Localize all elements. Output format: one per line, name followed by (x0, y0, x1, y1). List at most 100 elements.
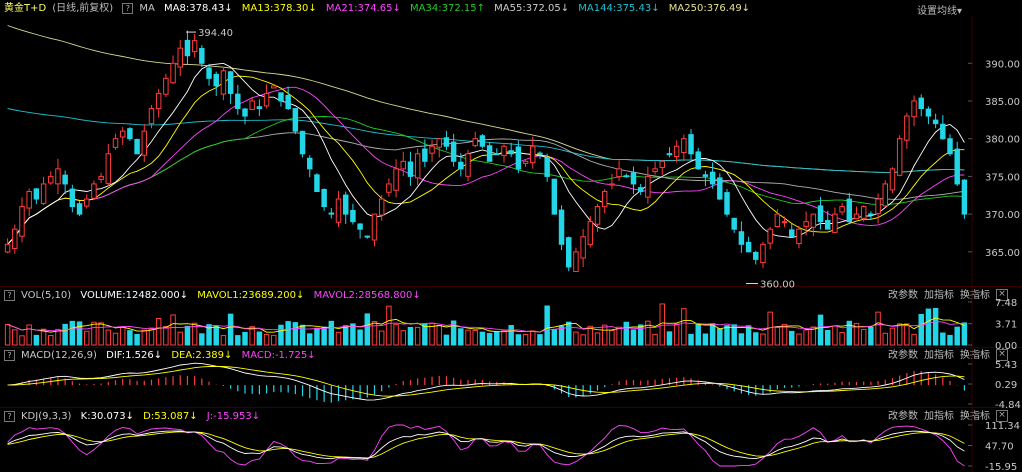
y-tick-label: 380.00 (985, 135, 1020, 146)
volume-bar (889, 327, 896, 346)
candle-body (177, 47, 183, 68)
add-indicator-link[interactable]: 加指标 (924, 350, 954, 361)
volume-bar (256, 331, 263, 346)
volume-bar (760, 333, 766, 346)
candle-body (551, 178, 558, 215)
macd-links: 改参数 加指标 换指标 × (882, 348, 1008, 364)
volume-bar (242, 331, 248, 346)
candle-body (717, 177, 723, 200)
volume-bar (314, 327, 320, 346)
candle-body (860, 206, 867, 219)
volume-bar (573, 331, 579, 346)
add-indicator-link[interactable]: 加指标 (924, 411, 954, 422)
candle-body (285, 94, 291, 110)
candle-body (738, 231, 745, 245)
change-params-link[interactable]: 改参数 (888, 411, 918, 422)
candle-body (515, 146, 522, 170)
volume-bar (199, 333, 205, 346)
symbol-label[interactable]: 黄金T+D (4, 3, 47, 14)
candle-body (342, 194, 349, 215)
volume-bar (76, 321, 83, 346)
candle-body (26, 190, 32, 209)
help-icon[interactable]: ? (122, 2, 134, 14)
period-label: (日线,前复权) (52, 3, 114, 14)
volume-bar (155, 318, 162, 346)
volume-bar (335, 331, 342, 346)
candle-body (789, 229, 795, 238)
volume-bar (824, 329, 831, 346)
candle-body (609, 183, 615, 186)
volume-bar (84, 330, 90, 346)
candle-body (637, 187, 644, 192)
vol-y-tick-label: 3.71 (995, 320, 1017, 331)
candle-body (170, 62, 176, 84)
candle-body (436, 138, 442, 148)
close-icon[interactable]: × (996, 349, 1008, 361)
candle-body (673, 145, 680, 157)
switch-indicator-link[interactable]: 换指标 (960, 290, 990, 301)
candle-body (889, 168, 896, 191)
switch-indicator-link[interactable]: 换指标 (960, 350, 990, 361)
volume-bar (494, 331, 500, 346)
kdj-name: KDJ(9,3,3) (21, 411, 72, 422)
candle-body (832, 213, 838, 233)
candle-body (652, 168, 658, 173)
volume-bar (271, 334, 277, 346)
candle-body (954, 148, 960, 185)
candle-body (486, 145, 493, 162)
candle-body (91, 183, 97, 199)
y-tick-label: 385.00 (985, 97, 1020, 108)
candle-body (731, 217, 737, 230)
candle-body (896, 138, 903, 176)
add-indicator-link[interactable]: 加指标 (924, 290, 954, 301)
help-icon[interactable]: ? (4, 410, 15, 422)
candle-body (479, 135, 486, 147)
volume-bar (587, 325, 594, 346)
help-icon[interactable]: ? (4, 349, 15, 361)
volume-bar (774, 327, 781, 346)
help-icon[interactable]: ? (4, 289, 15, 301)
candle-body (904, 115, 910, 141)
close-icon[interactable]: × (996, 289, 1008, 301)
volume-bar (40, 328, 47, 346)
candle-body (84, 198, 90, 207)
change-params-link[interactable]: 改参数 (888, 290, 918, 301)
volume-bar (594, 332, 601, 346)
macd-y-tick-label: 0.29 (995, 380, 1017, 391)
volume-bar (688, 333, 694, 346)
volume-bar (623, 321, 630, 346)
ma250-value: MA250:376.49↓ (668, 3, 751, 14)
candle-body (868, 213, 874, 216)
candle-body (781, 221, 788, 224)
volume-bar (609, 330, 615, 346)
volume-bar (443, 334, 450, 346)
candle-body (544, 157, 550, 177)
candle-body (134, 139, 140, 155)
volume-bar (91, 321, 97, 346)
volume-bar (860, 329, 867, 346)
ma13-value: MA13:378.30↓ (241, 3, 317, 14)
change-params-link[interactable]: 改参数 (888, 350, 918, 361)
volume-bar (853, 322, 860, 346)
candle-body (422, 148, 428, 162)
candle-body (127, 128, 133, 140)
switch-indicator-link[interactable]: 换指标 (960, 411, 990, 422)
settings-ma-button[interactable]: 设置均线▾ (916, 6, 962, 17)
candle-body (112, 138, 119, 148)
mavol2-value: MAVOL2:28568.800↓ (313, 290, 421, 301)
volume-bar (184, 325, 191, 346)
candle-body (601, 190, 608, 208)
kdj-header: ? KDJ(9,3,3) K:30.073↓ D:53.087↓ J:-15.95… (4, 409, 266, 425)
candle-body (314, 174, 320, 192)
close-icon[interactable]: × (996, 410, 1008, 422)
candle-body (911, 100, 917, 118)
ma34-value: MA34:372.15↑ (410, 3, 485, 14)
ma8-value: MA8:378.43↓ (164, 3, 233, 14)
candle-body (307, 157, 313, 170)
candle-body (4, 243, 11, 253)
candle-body (443, 137, 450, 147)
mavol2-line (7, 321, 965, 333)
volume-bar (235, 335, 241, 346)
candle-body (364, 235, 371, 238)
